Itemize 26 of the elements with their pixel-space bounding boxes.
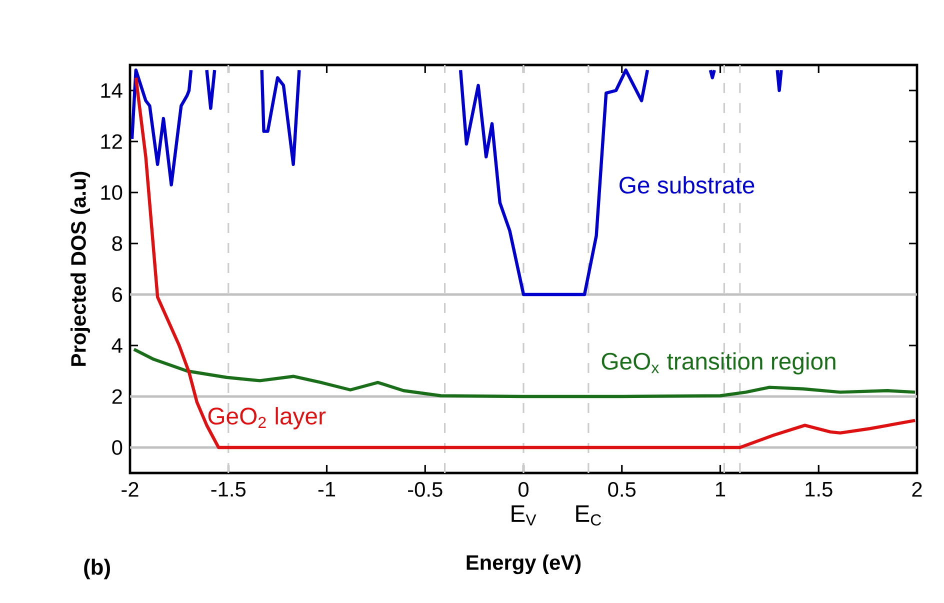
y-tick-label: 8 <box>112 236 122 251</box>
y-tick-label: 10 <box>101 185 122 200</box>
x-tick-label: 0.5 <box>608 482 636 497</box>
ref-line-label: E$_{C}$ <box>576 505 602 526</box>
y-tick-label: 2 <box>112 389 122 404</box>
y-axis-title: Projected DOS (a.u) <box>70 172 90 366</box>
y-tick-label: 14 <box>101 83 122 98</box>
series-label: GeO$_{2}$ layer <box>208 407 326 430</box>
y-tick-label: 4 <box>112 338 122 353</box>
x-tick-label: 0 <box>518 482 529 497</box>
y-tick-label: 0 <box>112 440 122 455</box>
series-label: GeO$_{x}$ transition region <box>602 352 836 374</box>
y-tick-label: 12 <box>101 134 122 149</box>
x-tick-label: -1.5 <box>211 482 246 497</box>
series-label: Ge substrate <box>620 176 754 194</box>
x-tick-label: 2 <box>912 482 922 497</box>
x-tick-label: -2 <box>122 482 138 497</box>
x-tick-label: 1.5 <box>806 482 832 497</box>
ref-line-label: E$_{V}$ <box>512 505 536 526</box>
text: (b) <box>84 558 110 580</box>
y-tick-label: 6 <box>112 287 122 302</box>
x-tick-label: 1 <box>716 482 726 496</box>
x-tick-label: -0.5 <box>408 482 442 497</box>
x-tick-label: -1 <box>318 482 336 496</box>
x-axis-title: Energy (eV) <box>466 554 581 574</box>
line-series <box>132 348 917 398</box>
